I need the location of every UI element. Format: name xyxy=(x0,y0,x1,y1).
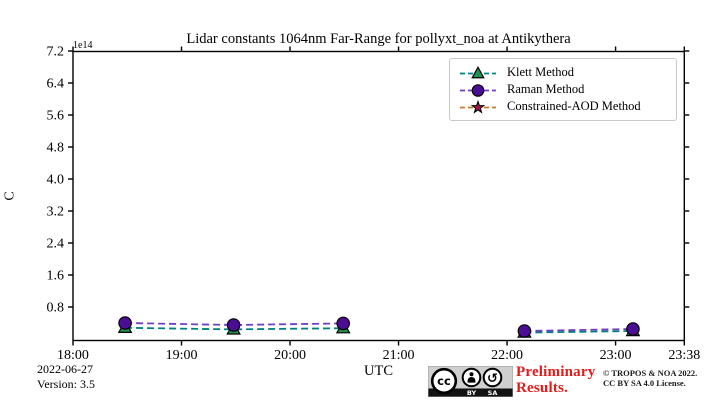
marker-triangle xyxy=(471,65,485,78)
y-tick-label: 3.2 xyxy=(47,205,65,220)
legend-label-klett: Klett Method xyxy=(507,65,575,79)
cc-icon xyxy=(430,367,458,395)
date-annotation: 2022-06-27 xyxy=(37,362,93,376)
x-tick-label: 22:00 xyxy=(491,348,523,363)
series-line-circle xyxy=(125,322,344,326)
preliminary-line2: Results. xyxy=(516,379,569,396)
svg-text:↺: ↺ xyxy=(487,371,498,386)
marker-circle xyxy=(471,83,485,97)
license-line2: CC BY SA 4.0 License. xyxy=(603,377,686,388)
license-line1: © TROPOS & NOA 2022. xyxy=(603,368,698,378)
marker-circle xyxy=(626,322,640,336)
svg-text:cc: cc xyxy=(437,374,451,388)
plot-spines xyxy=(72,50,685,342)
x-tick-label: 19:00 xyxy=(166,348,198,363)
legend-label-raman: Raman Method xyxy=(507,82,585,96)
legend-label-constrained-aod: Constrained-AOD Method xyxy=(507,99,641,113)
series-line-circle xyxy=(524,328,633,332)
marker-star xyxy=(470,99,486,114)
marker-circle xyxy=(226,318,241,332)
legend-item-klett: Klett Method xyxy=(458,64,668,81)
sa-arrow-icon xyxy=(482,367,503,388)
cc-by-sa-badge: cc ↺ BY SA xyxy=(427,365,514,398)
y-axis-offset-text: 1e14 xyxy=(73,40,93,51)
y-tick-label: 4.0 xyxy=(47,173,65,188)
series-line-triangle xyxy=(125,326,344,331)
x-tick-label: 23:00 xyxy=(600,348,632,363)
svg-text:SA: SA xyxy=(488,389,498,397)
x-axis-label: UTC xyxy=(364,363,393,379)
raman-marker-icon xyxy=(460,83,496,97)
y-tick-label: 1.6 xyxy=(47,269,65,284)
license-text: © TROPOS & NOA 2022. CC BY SA 4.0 Licens… xyxy=(603,368,698,388)
y-tick-label: 4.8 xyxy=(47,141,65,156)
x-tick-label: 20:00 xyxy=(274,348,306,363)
klett-marker-icon xyxy=(460,65,496,78)
y-tick-label: 5.6 xyxy=(47,109,65,124)
cc-by-sa-badge-icon: cc ↺ BY SA xyxy=(427,365,514,398)
version-annotation: Version: 3.5 xyxy=(37,377,95,391)
legend-item-constrained-aod: Constrained-AOD Method xyxy=(458,98,668,115)
legend-item-raman: Raman Method xyxy=(458,81,668,98)
marker-circle xyxy=(517,324,532,338)
x-tick-label: 18:00 xyxy=(57,348,89,363)
preliminary-results-stamp: Preliminary Results. xyxy=(516,364,596,396)
constrained-aod-marker-icon xyxy=(460,99,496,114)
y-tick-label: 7.2 xyxy=(47,45,65,60)
series-line-triangle xyxy=(524,330,633,334)
chart-title: Lidar constants 1064nm Far-Range for pol… xyxy=(186,31,571,47)
marker-circle xyxy=(118,316,132,330)
y-tick-label: 0.8 xyxy=(47,301,65,316)
preliminary-line1: Preliminary xyxy=(516,364,596,380)
y-tick-label: 6.4 xyxy=(47,77,65,92)
marker-circle xyxy=(336,316,351,331)
legend: Klett Method Raman Method Constrained-AO… xyxy=(449,58,677,121)
svg-text:BY: BY xyxy=(467,389,477,397)
y-axis-label: C xyxy=(2,191,18,201)
x-tick-label: 21:00 xyxy=(383,348,415,363)
y-tick-label: 2.4 xyxy=(47,237,65,252)
x-tick-label: 23:38 xyxy=(668,348,700,363)
